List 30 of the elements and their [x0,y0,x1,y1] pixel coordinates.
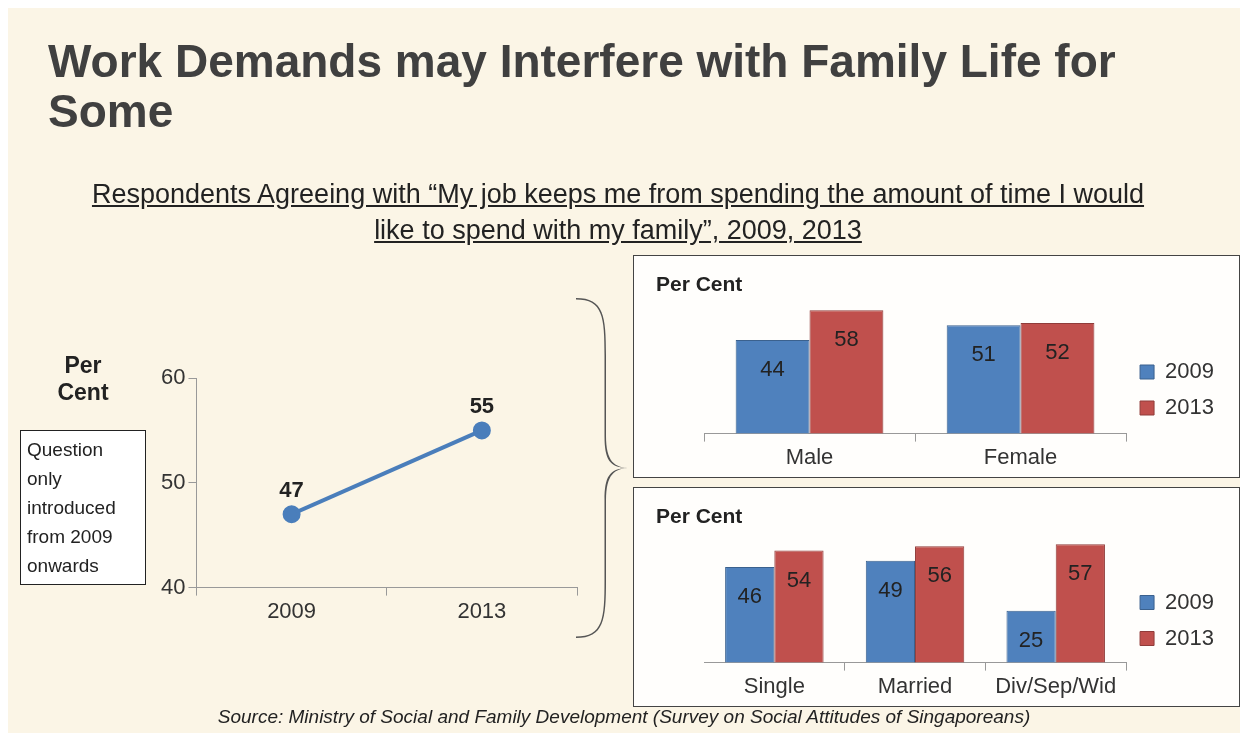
y-axis-title: Per Cent [56,352,110,406]
data-label: 25 [1018,626,1044,652]
text: Question only introduced from 2009 onwards [20,430,146,585]
data-label: 49 [878,576,903,602]
x-tick-label: Single [743,672,805,698]
y-tick-label: 60 [160,364,186,390]
legend-label: 2009 [1165,358,1215,384]
chart-title: Work Demands may Interfere with Family Life for Some [48,35,1117,137]
y-axis-title: Per Cent [656,272,743,296]
data-label: 55 [469,393,495,419]
legend-label: 2013 [1165,624,1215,650]
x-tick-label: Div/Sep/Wid [995,672,1117,698]
chart-subtitle: Respondents Agreeing with “My job keeps me from spending the amount of time I would like to spend with my family”, 2009, 2013 [90,178,1146,247]
x-tick-label: Male [785,443,834,469]
data-label: 51 [971,341,996,367]
data-label: 44 [760,356,785,382]
x-tick-label: Female [983,443,1058,469]
data-label: 58 [834,326,859,352]
data-label: 56 [927,562,952,588]
x-tick-label: Married [877,672,953,698]
data-label: 54 [786,566,812,592]
data-label: 46 [737,583,762,609]
y-tick-label: 40 [160,573,186,599]
y-tick-label: 50 [160,468,186,494]
y-axis-title: Per Cent [656,504,743,528]
data-label: 52 [1045,339,1070,365]
data-label: 47 [279,477,304,503]
data-label: 57 [1068,560,1093,586]
legend-label: 2013 [1165,394,1215,420]
source-note: Source: Ministry of Social and Family Development (Survey on Social Attitudes of Singaporeans) [216,706,1032,728]
